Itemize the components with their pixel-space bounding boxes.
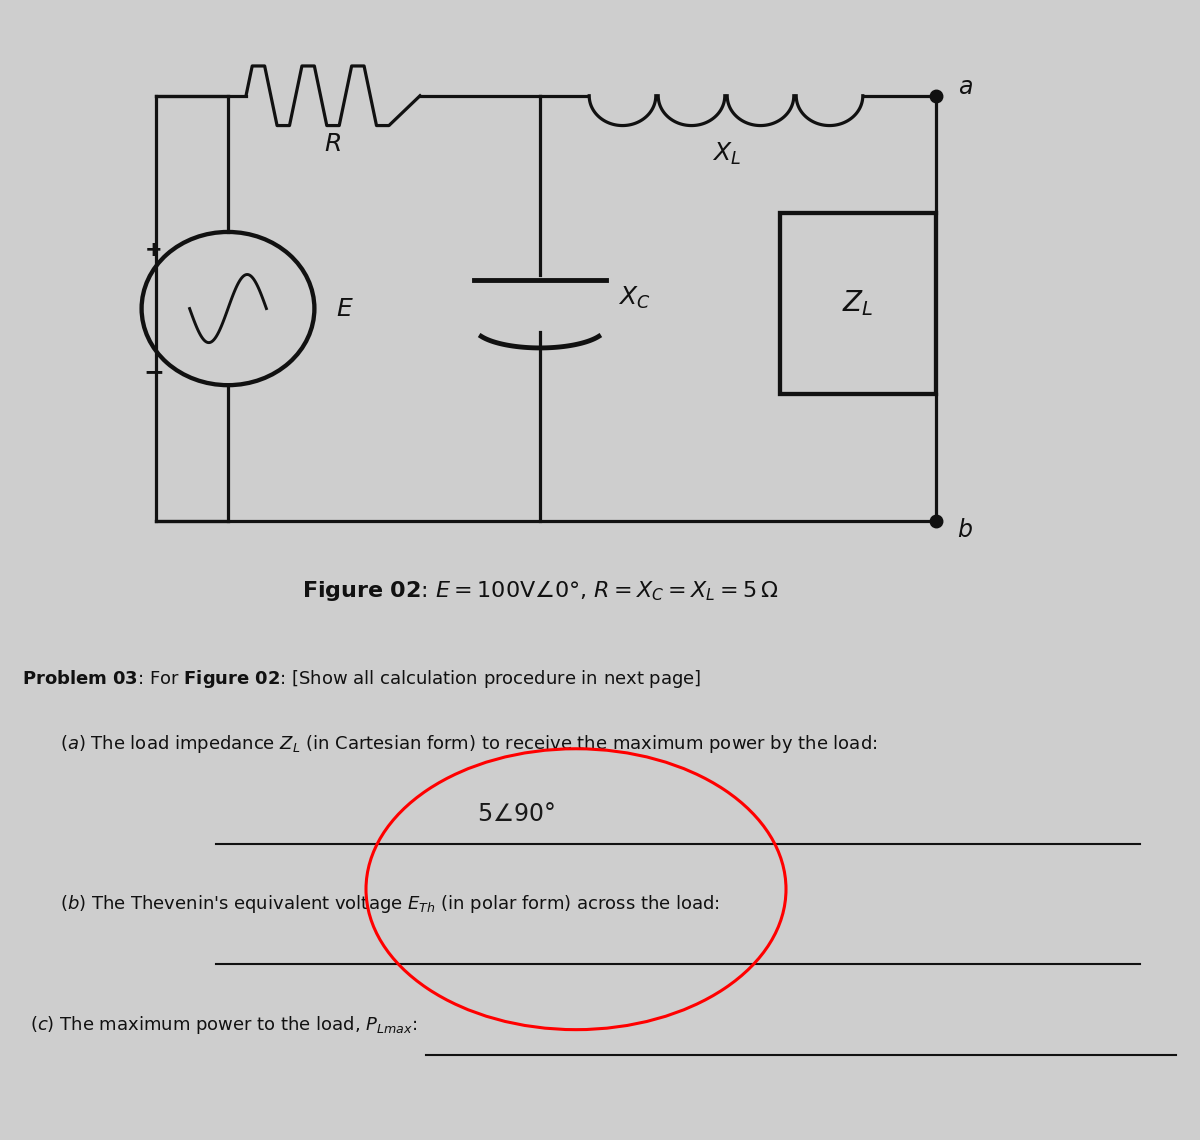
Text: $X_C$: $X_C$ (618, 285, 650, 311)
Text: $R$: $R$ (324, 131, 342, 156)
Text: ($a$) The load impedance $Z_L$ (in Cartesian form) to receive the maximum power : ($a$) The load impedance $Z_L$ (in Carte… (60, 733, 877, 755)
Text: $\bf{Figure\ 02}$: $E = 100\mathrm{V}\angle0°$, $R = X_C = X_L = 5\,\Omega$: $\bf{Figure\ 02}$: $E = 100\mathrm{V}\an… (302, 578, 778, 603)
Text: $5\angle90°$: $5\angle90°$ (478, 801, 554, 826)
Text: b: b (958, 518, 972, 542)
Text: $X_L$: $X_L$ (712, 141, 740, 168)
Bar (780, 213, 936, 393)
Text: $Z_L$: $Z_L$ (842, 288, 874, 318)
Text: ($b$) The Thevenin's equivalent voltage $E_{Th}$ (in polar form) across the load: ($b$) The Thevenin's equivalent voltage … (60, 894, 720, 915)
Text: a: a (958, 75, 972, 99)
Text: +: + (145, 241, 162, 260)
Text: $\bf{Problem\ 03}$: For $\bf{Figure\ 02}$: [Show all calculation procedure in ne: $\bf{Problem\ 03}$: For $\bf{Figure\ 02}… (22, 668, 701, 690)
Text: −: − (143, 360, 164, 384)
Text: $E$: $E$ (336, 296, 354, 320)
Text: ($c$) The maximum power to the load, $P_{Lmax}$:: ($c$) The maximum power to the load, $P_… (30, 1013, 418, 1035)
